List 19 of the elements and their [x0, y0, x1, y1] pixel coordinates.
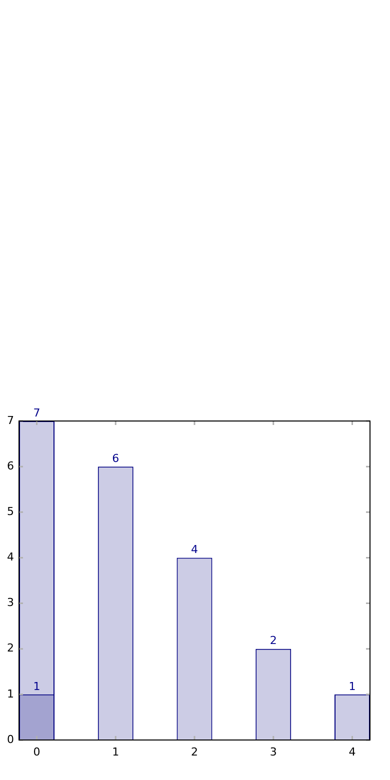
y-tick-label: 7 [7, 414, 14, 427]
x-tick-label: 1 [112, 745, 120, 758]
y-tick-label: 1 [7, 687, 14, 700]
data-label: 6 [112, 452, 120, 465]
data-label: 1 [348, 680, 356, 693]
x-tick-label: 0 [33, 745, 40, 758]
y-tick-label: 6 [7, 459, 14, 472]
y-tick-label: 2 [7, 642, 14, 655]
data-label: 4 [191, 543, 198, 556]
data-label: 2 [270, 634, 277, 648]
x-tick-label: 3 [270, 745, 277, 758]
y-tick-label: 4 [7, 550, 14, 564]
y-tick-label: 3 [7, 596, 14, 610]
y-tick-label: 0 [7, 732, 14, 746]
data-label: 7 [33, 406, 40, 420]
x-tick-label: 4 [348, 745, 356, 758]
data-label: 1 [33, 680, 40, 693]
x-tick-label: 2 [191, 745, 198, 758]
y-tick-label: 5 [7, 505, 14, 518]
